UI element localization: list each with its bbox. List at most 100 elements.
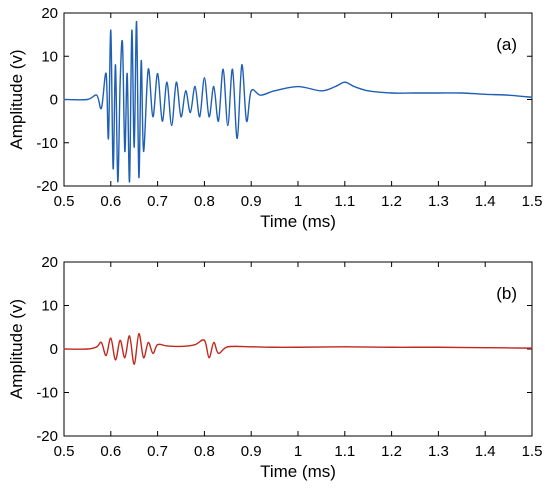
x-tick-label: 1.4 [475, 443, 496, 460]
x-tick-label: 1.2 [381, 193, 402, 210]
x-tick-label: 1 [294, 443, 302, 460]
panel-label: (a) [496, 35, 517, 54]
x-tick-label: 1.3 [428, 443, 449, 460]
data-point [461, 92, 463, 94]
x-tick-label: 0.5 [54, 193, 75, 210]
data-point [227, 346, 229, 348]
x-axis-title: Time (ms) [260, 212, 336, 231]
data-point [86, 348, 88, 350]
data-point [203, 339, 205, 341]
data-point [175, 81, 177, 83]
data-point [194, 344, 196, 346]
data-point [217, 120, 220, 122]
data-point [107, 137, 110, 140]
data-point [185, 90, 187, 92]
data-point [133, 363, 135, 365]
data-point [250, 346, 252, 348]
y-axis-title: Amplitude (v) [7, 299, 26, 399]
data-point [157, 72, 159, 75]
data-point [231, 68, 234, 70]
data-point [508, 94, 510, 96]
data-point [414, 92, 416, 94]
data-point [171, 124, 173, 127]
data-point [259, 94, 262, 96]
data-point [100, 341, 103, 344]
plot-frame [63, 12, 533, 187]
data-point [531, 347, 533, 349]
x-tick-label: 0.8 [194, 443, 215, 460]
x-axis-title: Time (ms) [260, 462, 336, 481]
y-tick-label: 0 [50, 341, 58, 358]
data-point [344, 81, 346, 83]
data-point [147, 341, 149, 344]
data-point [63, 98, 65, 101]
data-point [245, 120, 248, 122]
data-point [241, 64, 243, 66]
data-point [208, 357, 210, 359]
data-point [133, 146, 135, 148]
data-point [138, 333, 140, 335]
data-point [112, 168, 114, 170]
data-point [128, 335, 131, 337]
data-point [484, 93, 486, 95]
data-point [140, 59, 142, 62]
data-point [96, 94, 98, 96]
y-tick-label: 20 [41, 5, 58, 22]
x-tick-label: 1.5 [522, 193, 543, 210]
data-point [274, 346, 276, 348]
data-point [63, 348, 65, 350]
y-axis-title: Amplitude (v) [7, 49, 26, 149]
data-point [124, 357, 126, 359]
data-point [152, 352, 154, 354]
data-point [114, 359, 117, 361]
data-point [128, 181, 131, 183]
data-point [166, 345, 168, 347]
data-point [126, 72, 128, 75]
data-point [157, 344, 159, 346]
data-point [119, 339, 121, 341]
data-point [161, 120, 163, 122]
data-point [437, 346, 439, 348]
x-tick-label: 1.4 [475, 193, 496, 210]
y-tick-label: 10 [41, 298, 58, 315]
data-point [114, 64, 117, 66]
data-point [203, 77, 205, 79]
data-point [100, 107, 103, 109]
data-point [227, 124, 229, 127]
data-point [110, 337, 112, 339]
y-tick-label: -20 [36, 178, 58, 195]
data-point [105, 354, 107, 357]
x-tick-label: 1.2 [381, 443, 402, 460]
data-point [117, 181, 119, 183]
x-tick-label: 0.6 [100, 443, 121, 460]
x-tick-label: 0.5 [54, 443, 75, 460]
y-tick-label: -10 [36, 385, 58, 402]
data-point [334, 85, 337, 88]
x-tick-label: 1.3 [428, 193, 449, 210]
data-point [180, 116, 182, 118]
data-point [180, 345, 182, 347]
data-point [194, 85, 196, 88]
data-point [250, 90, 252, 92]
data-point [213, 341, 215, 344]
data-point [166, 81, 168, 83]
data-point [131, 29, 133, 31]
x-tick-label: 0.7 [147, 193, 168, 210]
panel-label: (b) [496, 284, 517, 303]
y-tick-label: 0 [50, 92, 58, 109]
data-point [353, 85, 355, 88]
x-tick-label: 1.1 [334, 193, 355, 210]
data-point [135, 21, 138, 23]
y-tick-label: -10 [36, 135, 58, 152]
data-point [484, 347, 486, 349]
data-point [213, 85, 215, 88]
data-point [119, 81, 121, 83]
data-point [344, 346, 346, 348]
data-point [320, 90, 322, 92]
data-point [437, 92, 439, 94]
x-tick-label: 0.9 [241, 193, 262, 210]
x-tick-label: 0.6 [100, 193, 121, 210]
data-point [222, 68, 224, 70]
data-point [96, 346, 98, 348]
